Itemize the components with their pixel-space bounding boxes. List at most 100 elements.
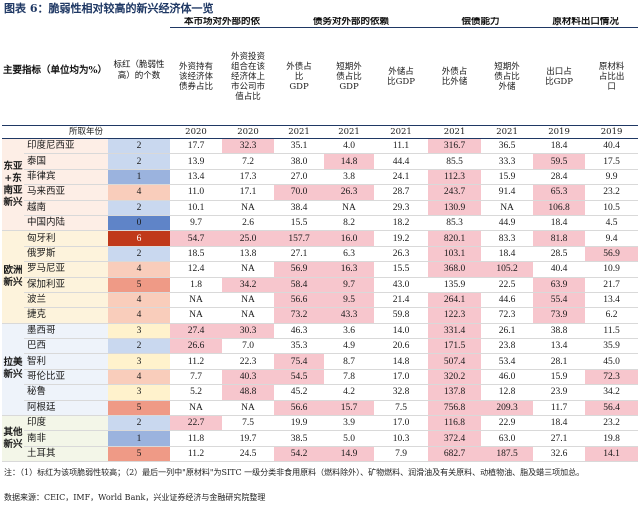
red-count-cell: 4 xyxy=(108,184,170,201)
value-cell: 3.8 xyxy=(324,169,375,186)
value-cell: 19.7 xyxy=(222,430,275,447)
value-cell: 9.9 xyxy=(585,169,639,186)
value-cell: NA xyxy=(324,200,375,216)
value-cell: 7.5 xyxy=(374,400,429,417)
value-cell: 507.4 xyxy=(428,353,482,370)
value-cell: 264.1 xyxy=(428,292,482,309)
country-name: 阿根廷 xyxy=(24,400,108,417)
value-cell: 38.4 xyxy=(274,200,325,216)
value-cell: 331.4 xyxy=(428,322,482,340)
value-cell: 15.7 xyxy=(324,400,375,417)
value-cell: 3.9 xyxy=(324,415,375,432)
value-cell: 73.2 xyxy=(274,307,325,324)
red-count-cell: 4 xyxy=(108,261,170,278)
value-cell: 28.5 xyxy=(533,246,586,263)
red-count-cell: 2 xyxy=(108,246,170,263)
value-cell: 38.8 xyxy=(533,322,586,340)
table-row: 捷克 4 NA NA 73.2 43.3 59.8 122.3 72.3 73.9 6.2 xyxy=(2,307,639,324)
red-count-cell: 0 xyxy=(108,215,170,232)
value-cell: 10.1 xyxy=(170,200,222,216)
value-cell: 3.6 xyxy=(324,322,375,340)
country-name: 智利 xyxy=(24,353,108,370)
country-name: 墨西哥 xyxy=(24,322,108,340)
table-row: 拉美新兴 墨西哥 3 27.4 30.3 46.3 3.6 14.0 331.4 26.1 38.8… xyxy=(2,322,639,417)
red-count-cell: 1 xyxy=(108,430,170,447)
value-cell: 45.2 xyxy=(274,384,325,401)
value-cell: 243.7 xyxy=(428,184,482,201)
value-cell: 22.7 xyxy=(170,415,222,432)
value-cell: 73.9 xyxy=(533,307,586,324)
value-cell: 17.0 xyxy=(374,415,429,432)
value-cell: 26.3 xyxy=(374,246,429,263)
value-cell: 35.1 xyxy=(274,137,325,155)
table-row: 波兰 4 NA NA 56.6 9.5 21.4 264.1 44.6 55.4 13.4 xyxy=(2,292,639,309)
value-cell: 27.0 xyxy=(274,169,325,186)
value-cell: 54.5 xyxy=(274,369,325,386)
page-title: 图表 6：脆弱性相对较高的新兴经济体一览 xyxy=(4,2,214,15)
value-cell: NA xyxy=(222,292,275,309)
table-row: 阿根廷 5 NA NA 56.6 15.7 7.5 756.8 209.3 11.7 56.4 xyxy=(2,400,639,417)
value-cell: 14.9 xyxy=(324,446,375,463)
table-row: 哥伦比亚 4 7.7 40.3 54.5 7.8 17.0 320.2 46.0 15.9 72.3 xyxy=(2,369,639,386)
value-cell: 56.9 xyxy=(274,261,325,278)
value-cell: 7.7 xyxy=(170,369,222,386)
value-cell: 34.2 xyxy=(585,384,639,401)
value-cell: 28.4 xyxy=(533,169,586,186)
value-cell: 22.3 xyxy=(222,353,275,370)
table-row: 俄罗斯 2 18.5 13.8 27.1 6.3 26.3 103.1 18.4 28.5 56.9 xyxy=(2,246,639,263)
country-name: 印度 xyxy=(24,415,108,432)
red-count-cell: 2 xyxy=(108,415,170,432)
country-name: 捷克 xyxy=(24,307,108,324)
value-cell: 14.8 xyxy=(374,353,429,370)
value-cell: 368.0 xyxy=(428,261,482,278)
red-count-cell: 6 xyxy=(108,230,170,247)
red-count-cell: 2 xyxy=(108,338,170,355)
red-count-cell: 5 xyxy=(108,400,170,417)
value-cell: 4.5 xyxy=(585,215,639,232)
value-cell: 103.1 xyxy=(428,246,482,263)
value-cell: 19.9 xyxy=(274,415,325,432)
value-cell: 1.8 xyxy=(170,277,222,293)
value-cell: 6.2 xyxy=(585,307,639,324)
country-name: 印度尼西亚 xyxy=(24,137,108,155)
year-cell: 2021 xyxy=(428,125,482,139)
value-cell: 12.8 xyxy=(481,384,534,401)
value-cell: 17.7 xyxy=(170,137,222,155)
value-cell: NA xyxy=(481,200,534,216)
value-cell: 32.8 xyxy=(374,384,429,401)
value-cell: 44.6 xyxy=(481,292,534,309)
value-cell: 28.1 xyxy=(533,353,586,370)
value-cell: 85.5 xyxy=(428,153,482,170)
red-count-cell: 2 xyxy=(108,153,170,170)
country-name: 菲律宾 xyxy=(24,169,108,186)
value-cell: 72.3 xyxy=(481,307,534,324)
region-label: 东亚+东南亚新兴 xyxy=(2,137,24,232)
value-cell: 53.4 xyxy=(481,353,534,370)
year-cell: 2021 xyxy=(274,125,325,139)
value-cell: 24.5 xyxy=(222,446,275,463)
value-cell: 56.9 xyxy=(585,246,639,263)
value-cell: 23.9 xyxy=(533,384,586,401)
red-count-cell: 4 xyxy=(108,292,170,309)
value-cell: 56.4 xyxy=(585,400,639,417)
value-cell: 43.0 xyxy=(374,277,429,293)
value-cell: 15.5 xyxy=(274,215,325,232)
value-cell: 10.5 xyxy=(585,200,639,216)
value-cell: 46.0 xyxy=(481,369,534,386)
value-cell: 40.3 xyxy=(222,369,275,386)
red-count-cell: 3 xyxy=(108,353,170,370)
value-cell: 72.3 xyxy=(585,369,639,386)
country-name: 马来西亚 xyxy=(24,184,108,201)
value-cell: 24.1 xyxy=(374,169,429,186)
value-cell: 18.5 xyxy=(170,246,222,263)
table-row: 欧洲新兴 匈牙利 6 54.7 25.0 157.7 16.0 19.2 820.1 83.3 81… xyxy=(2,230,639,324)
value-cell: 48.8 xyxy=(222,384,275,401)
value-cell: 171.5 xyxy=(428,338,482,355)
year-cell: 2020 xyxy=(222,125,275,139)
table-row: 罗马尼亚 4 12.4 NA 56.9 16.3 15.5 368.0 105.2 40.4 10.… xyxy=(2,261,639,278)
value-cell: 15.9 xyxy=(533,369,586,386)
value-cell: 18.4 xyxy=(533,415,586,432)
value-cell: 55.4 xyxy=(533,292,586,309)
value-cell: 135.9 xyxy=(428,277,482,293)
value-cell: 116.8 xyxy=(428,415,482,432)
